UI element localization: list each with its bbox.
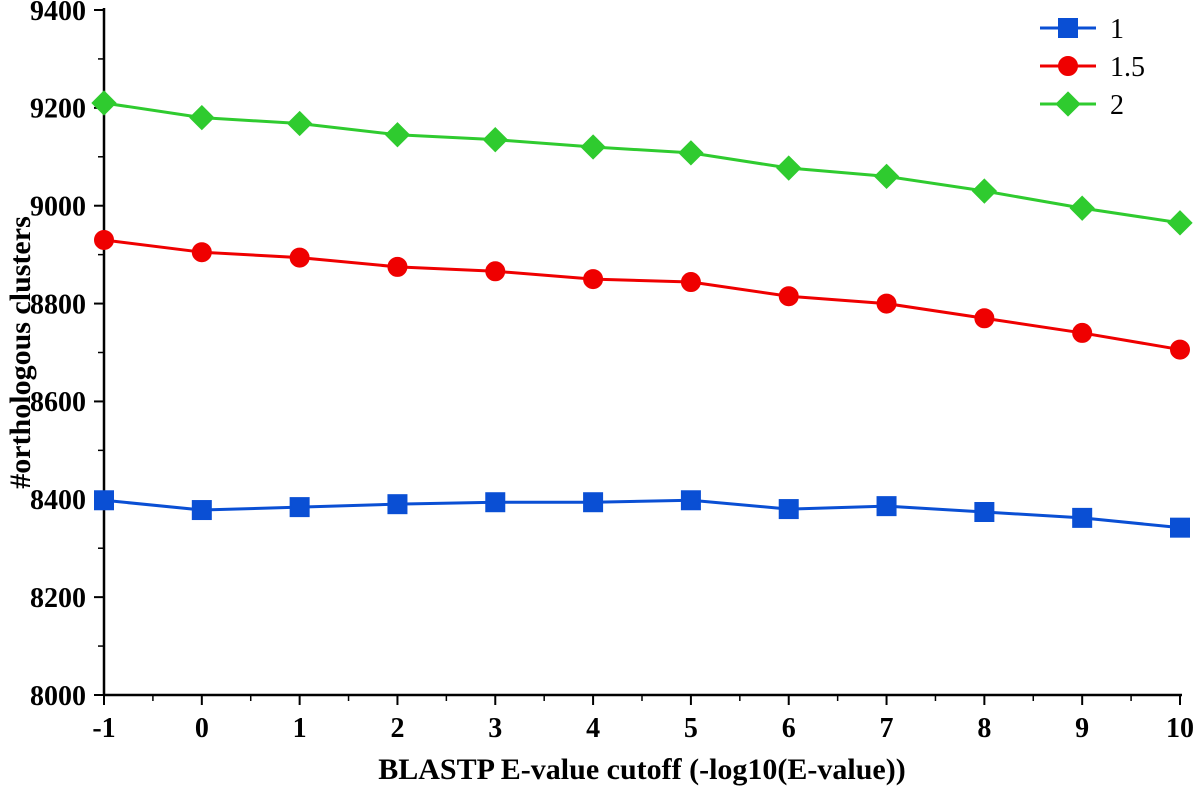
y-tick-label: 8400 <box>30 485 86 516</box>
x-tick-label: 0 <box>195 713 209 744</box>
y-tick-label: 8200 <box>30 583 86 614</box>
x-tick-label: 1 <box>293 713 307 744</box>
y-tick-label: 9400 <box>30 0 86 27</box>
y-tick-label: 9200 <box>30 94 86 125</box>
x-tick-label: 5 <box>684 713 698 744</box>
legend-label: 1 <box>1110 14 1124 45</box>
x-tick-label: 3 <box>488 713 502 744</box>
x-tick-label: -1 <box>92 713 115 744</box>
line-chart: -1 0 1 2 3 4 5 6 7 8 9 10 8000 8200 8400 8600 8800 9000 92… <box>0 0 1200 797</box>
legend-label: 1.5 <box>1110 52 1145 83</box>
x-tick-label: 4 <box>586 713 600 744</box>
x-tick-label: 6 <box>782 713 796 744</box>
y-tick-label: 9000 <box>30 192 86 223</box>
x-tick-label: 9 <box>1075 713 1089 744</box>
y-tick-label: 8000 <box>30 681 86 712</box>
y-tick-label: 8800 <box>30 289 86 320</box>
x-tick-label: 8 <box>977 713 991 744</box>
x-tick-label: 10 <box>1166 713 1194 744</box>
x-axis-label: BLASTP E-value cutoff (-log10(E-value)) <box>378 753 905 786</box>
y-axis-label: #orthologous clusters <box>4 216 37 489</box>
x-tick-label: 7 <box>880 713 894 744</box>
legend-label: 2 <box>1110 90 1124 121</box>
x-tick-label: 2 <box>390 713 404 744</box>
chart-svg: -1 0 1 2 3 4 5 6 7 8 9 10 8000 8200 8400 8600 8800 9000 92… <box>0 0 1200 797</box>
y-tick-label: 8600 <box>30 387 86 418</box>
